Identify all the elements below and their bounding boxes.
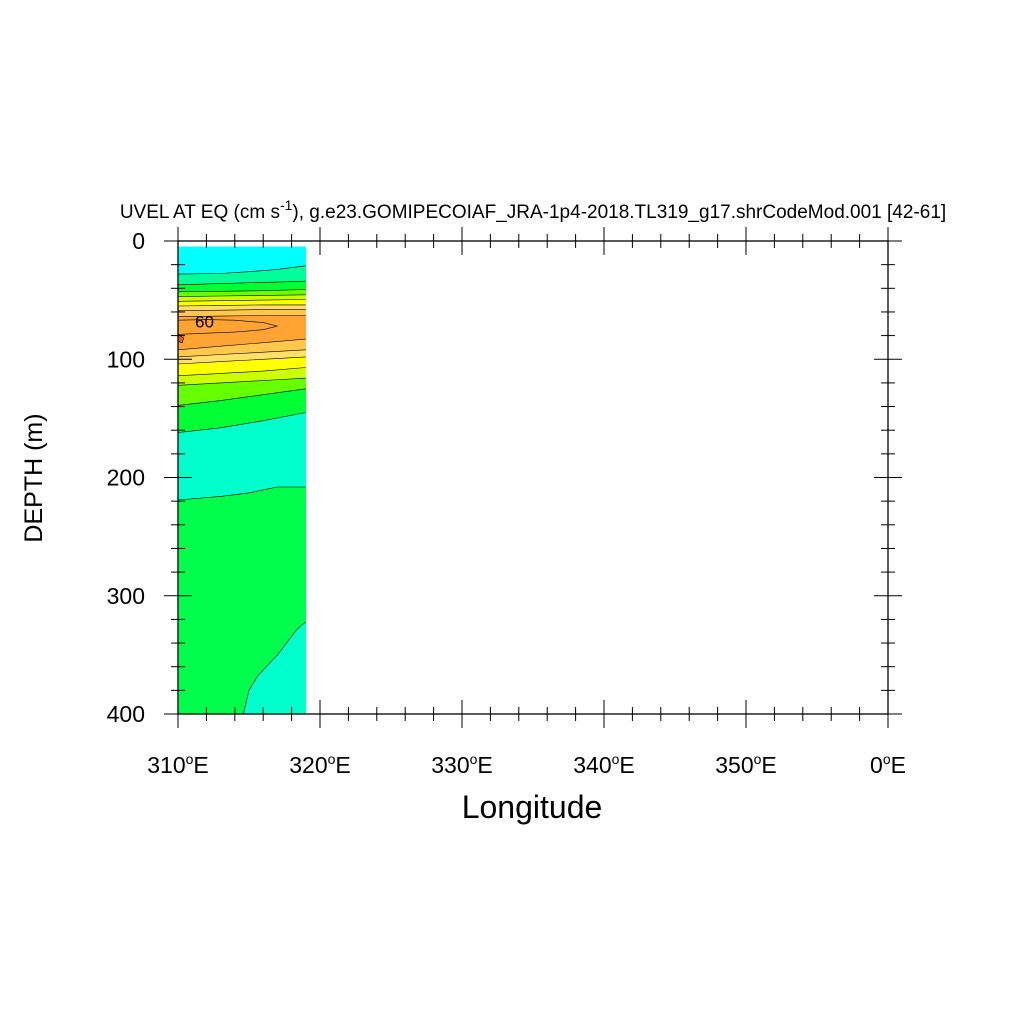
y-tick-labels: 0 100 200 300 400: [107, 228, 145, 727]
contour-line-7: [177, 315, 306, 317]
x-tick-label: 340oE: [573, 751, 635, 778]
contour-line-11: [177, 367, 306, 377]
chart-title-rest: ), g.e23.GOMIPECOIAF_JRA-1p4-2018.TL319_…: [292, 202, 946, 223]
contour-line-14: [177, 412, 306, 433]
contour-line-15: [177, 486, 306, 501]
y-tick-label: 0: [132, 228, 145, 254]
contour-line-12: [177, 377, 306, 386]
contour-line-3: [177, 294, 306, 297]
x-axis-title: Longitude: [462, 789, 603, 825]
x-tick-label: 0oE: [870, 751, 906, 778]
x-tick-label: 330oE: [431, 751, 493, 778]
x-tick-label: 320oE: [289, 751, 351, 778]
chart-title-main: UVEL AT EQ (cm s: [120, 202, 280, 223]
contour-line-layer: [177, 265, 306, 715]
contour-inner-0: [177, 319, 278, 335]
contour-line-2: [177, 289, 306, 293]
y-tick-label: 300: [107, 583, 145, 609]
contour-line-4: [177, 299, 306, 302]
y-tick-label: 400: [107, 701, 145, 727]
axis-ticks: [164, 227, 902, 728]
contour-line-8: [177, 338, 306, 351]
contour-line-1: [177, 280, 306, 286]
x-tick-label: 310oE: [147, 751, 209, 778]
y-tick-label: 100: [107, 346, 145, 372]
chart-title: UVEL AT EQ (cm s-1), g.e23.GOMIPECOIAF_J…: [120, 197, 946, 223]
x-tick-labels: 310oE 320oE 330oE 340oE 350oE 0oE: [147, 751, 906, 778]
contour-corner-region: [243, 621, 306, 714]
contour-line-10: [177, 356, 306, 365]
y-axis-title: DEPTH (m): [20, 413, 48, 542]
contour-line-6: [177, 309, 306, 312]
contour-line-0: [177, 265, 306, 275]
contour-label-60: 60: [195, 312, 214, 331]
chart-title-exponent: -1: [280, 197, 293, 213]
x-tick-label: 350oE: [715, 751, 777, 778]
contour-line-9: [177, 349, 306, 358]
y-tick-label: 200: [107, 465, 145, 491]
contour-line-5: [177, 304, 306, 307]
contour-line-corner: [243, 621, 306, 715]
contour-line-13: [177, 388, 306, 406]
